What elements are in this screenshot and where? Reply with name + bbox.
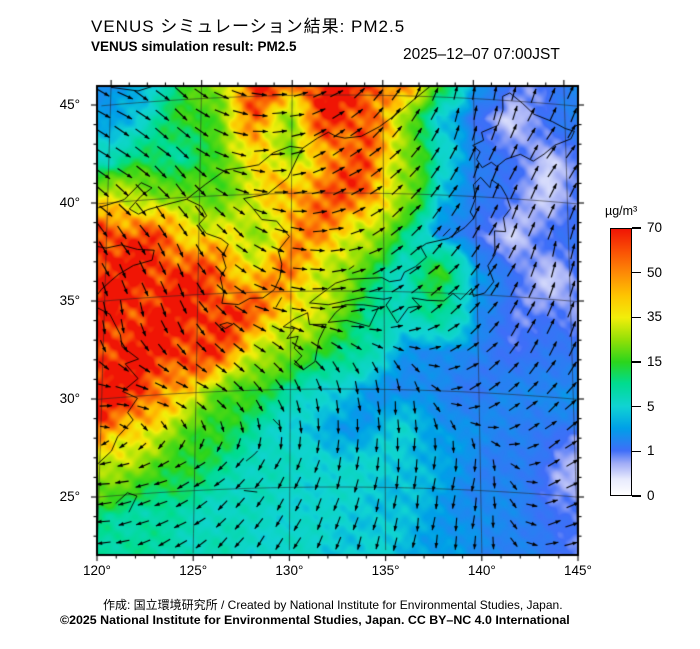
colorbar-tick-label: 1 [647, 443, 655, 459]
page-title-english: VENUS simulation result: PM2.5 [91, 39, 297, 54]
lon-tick-label: 125° [179, 563, 208, 578]
lat-tick-label: 25° [59, 489, 80, 504]
colorbar-tick-mark [632, 227, 641, 229]
colorbar-tick-label: 50 [647, 264, 663, 280]
lon-tick-label: 140° [467, 563, 496, 578]
lon-tick-label: 145° [564, 563, 592, 578]
lat-tick-label: 30° [59, 391, 80, 406]
lat-tick-label: 40° [59, 195, 80, 210]
lat-tick-label: 35° [59, 293, 80, 308]
colorbar-tick-label: 5 [647, 398, 655, 414]
credit-line: 作成: 国立環境研究所 / Created by National Instit… [103, 598, 563, 612]
colorbar-tick-mark [632, 271, 641, 274]
colorbar-tick-mark [632, 316, 641, 319]
lat-tick-label: 45° [59, 97, 80, 112]
colorbar-tick-mark [632, 405, 641, 408]
colorbar-tick-label: 70 [647, 220, 663, 235]
colorbar-tick-label: 15 [647, 354, 663, 369]
page-title-japanese: VENUS シミュレーション結果: PM2.5 [91, 17, 406, 36]
colorbar-gradient [610, 228, 632, 496]
colorbar-tick-mark [632, 450, 641, 453]
colorbar-tick-label: 35 [647, 309, 663, 325]
colorbar-tick-mark [632, 495, 641, 497]
license-line: ©2025 National Institute for Environment… [60, 613, 570, 627]
lon-tick-label: 130° [275, 563, 304, 578]
colorbar-tick-label: 0 [647, 488, 655, 503]
lon-tick-label: 120° [83, 563, 111, 578]
forecast-timestamp: 2025–12–07 07:00JST [403, 46, 560, 63]
pm25-concentration-map-canvas [57, 66, 597, 566]
colorbar-tick-mark [632, 361, 641, 363]
colorbar-unit-label: µg/m³ [605, 204, 638, 218]
lon-tick-label: 135° [371, 563, 400, 578]
